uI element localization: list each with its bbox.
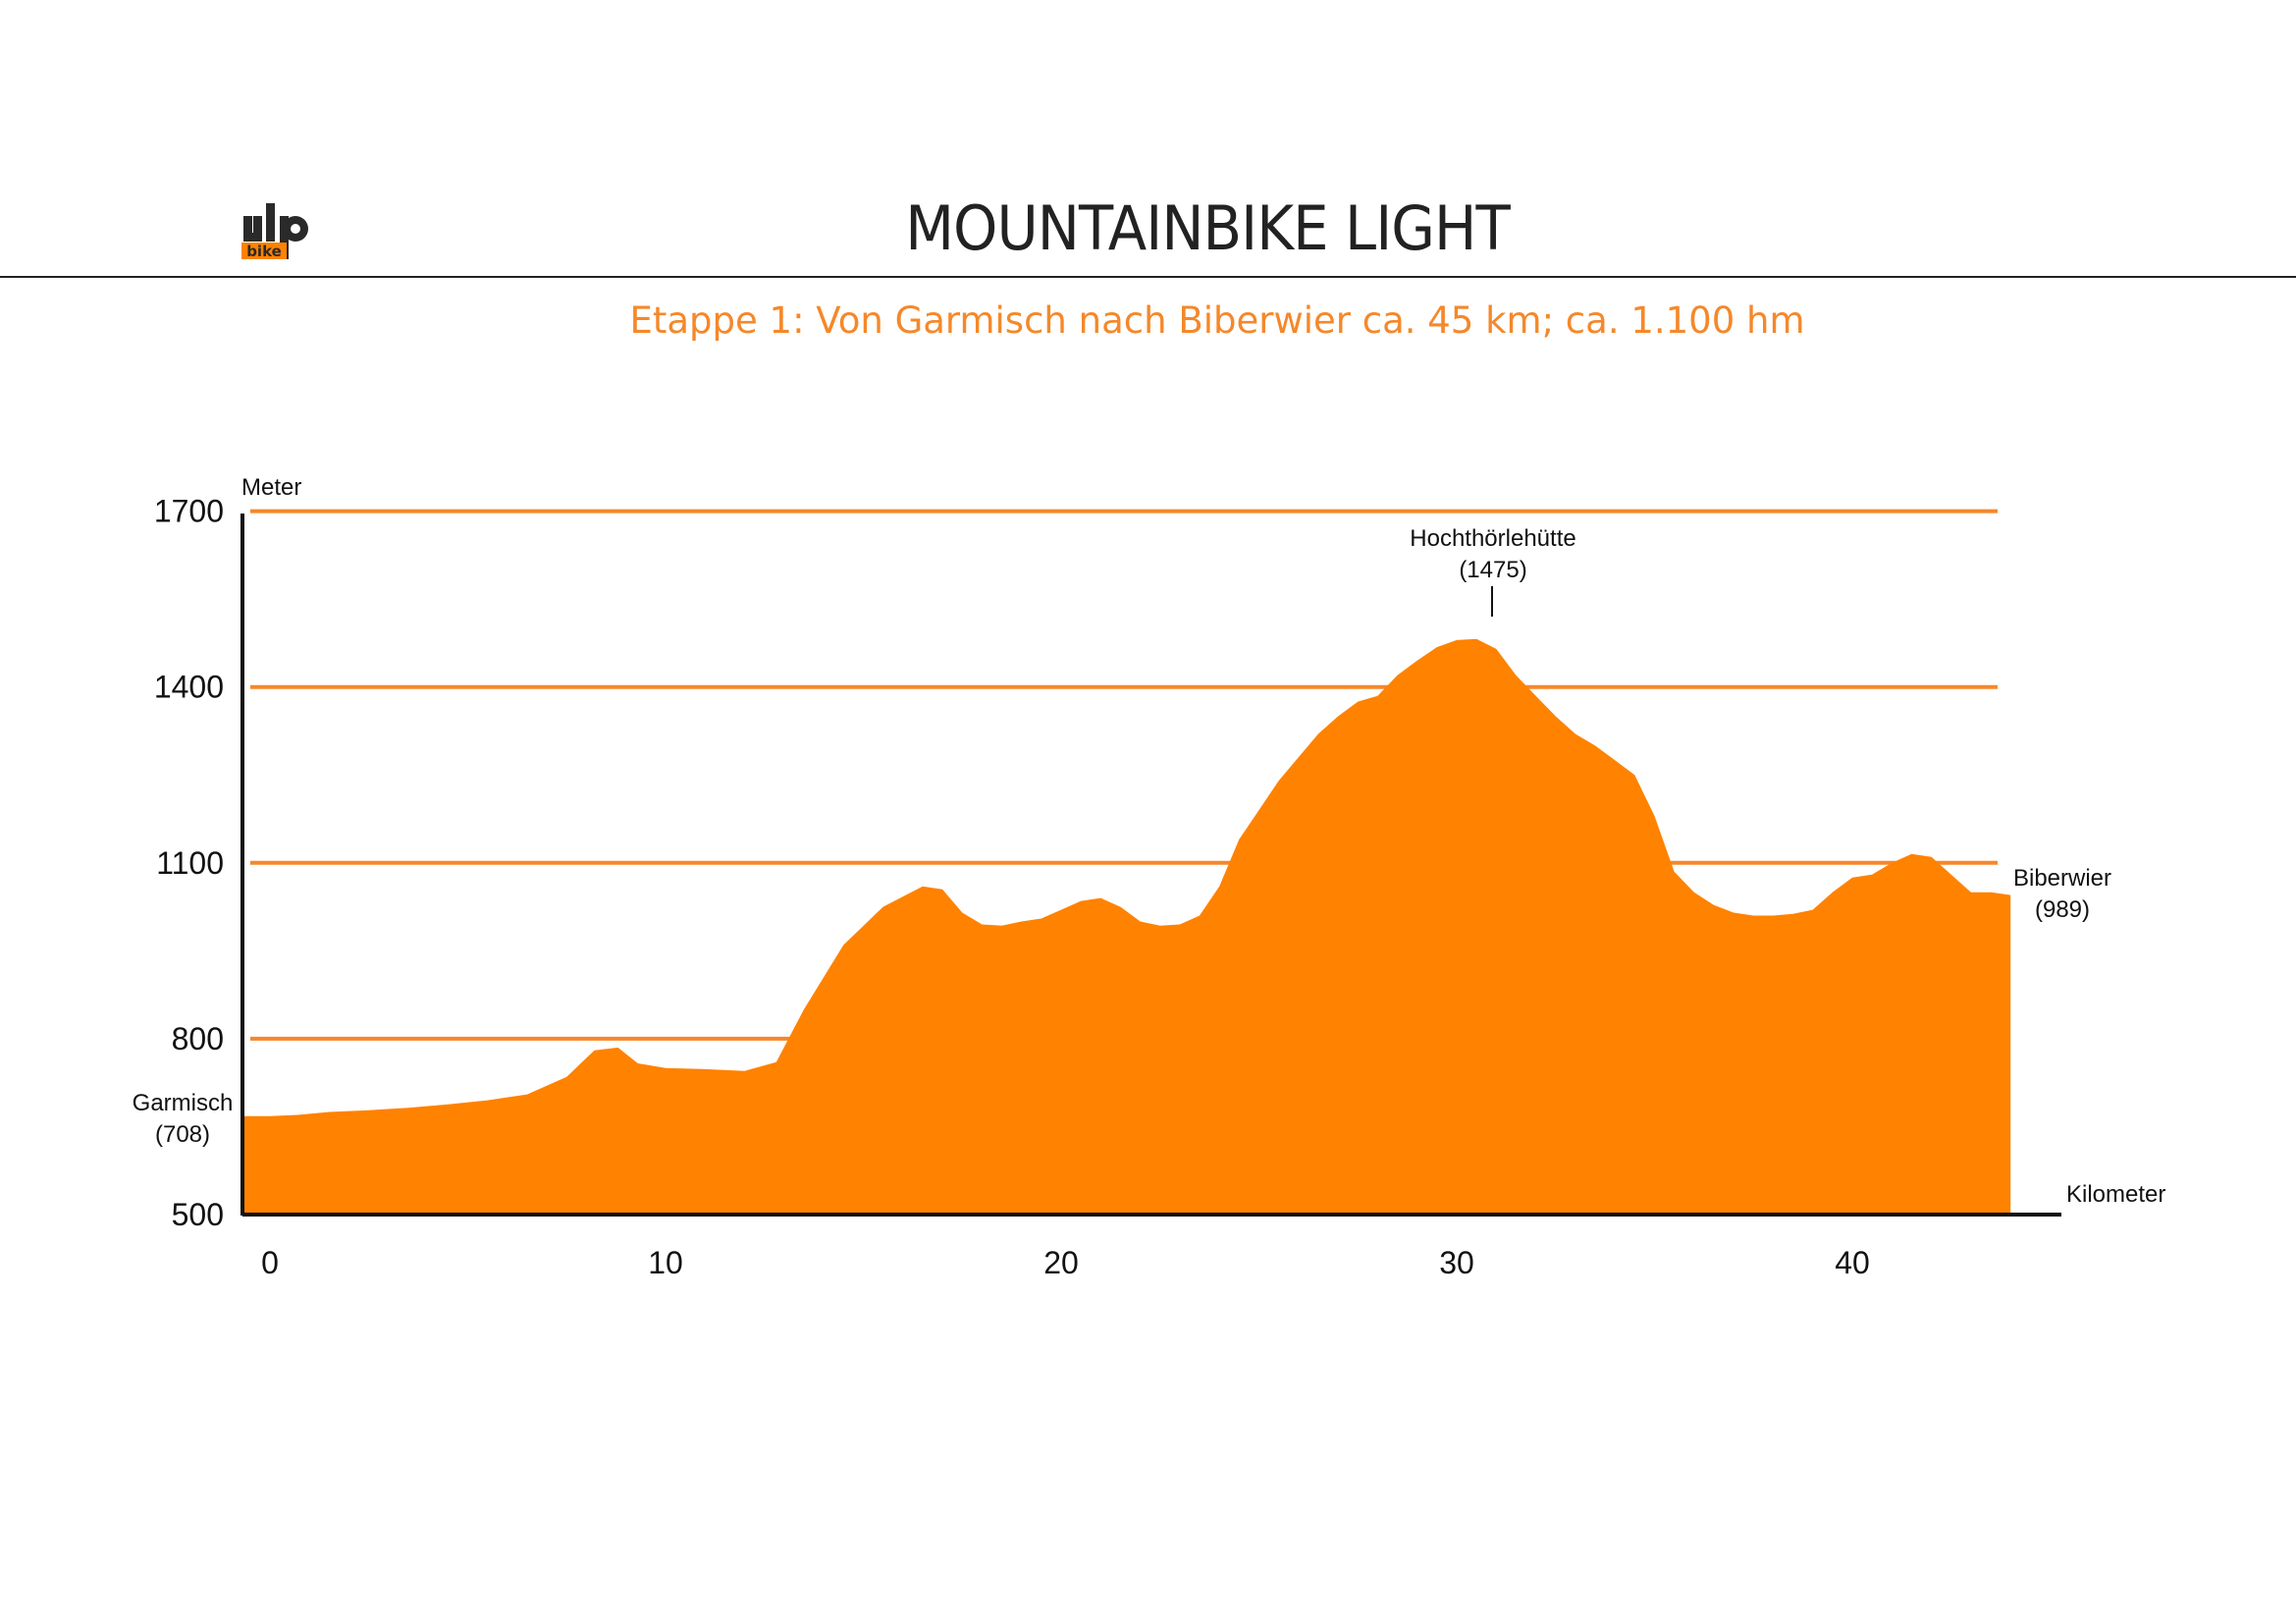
elevation-area [244,638,2011,1215]
y-axis-label: Meter [241,474,301,501]
y-tick-1700: 1700 [154,494,224,529]
annotation-start-name: Garmisch [133,1090,234,1116]
x-axis-label: Kilometer [2066,1181,2165,1208]
x-tick-20: 20 [1043,1245,1079,1280]
x-tick-labels: 0 10 20 30 40 [261,1245,1870,1280]
y-tick-800: 800 [172,1021,224,1056]
x-tick-10: 10 [648,1245,683,1280]
stage-subtitle: Etappe 1: Von Garmisch nach Biberwier ca… [629,299,1805,342]
page-title: MOUNTAINBIKE LIGHT [905,192,1511,264]
x-tick-40: 40 [1835,1245,1870,1280]
y-tick-1100: 1100 [156,845,224,881]
annotation-end-name: Biberwier [2013,865,2111,892]
annotation-start-value: (708) [155,1121,210,1148]
y-tick-500: 500 [172,1197,224,1232]
y-tick-1400: 1400 [154,670,224,705]
annotation-peak-name: Hochthörlehütte [1410,525,1575,552]
x-tick-30: 30 [1439,1245,1474,1280]
y-tick-labels: 500 800 1100 1400 1700 [154,494,224,1232]
logo-subtext: bike [246,243,282,260]
ulp-bike-logo: bike [241,203,308,260]
annotation-peak-value: (1475) [1459,557,1526,583]
annotation-end-value: (989) [2035,896,2090,923]
header-divider [0,276,2296,278]
x-tick-0: 0 [261,1245,279,1280]
